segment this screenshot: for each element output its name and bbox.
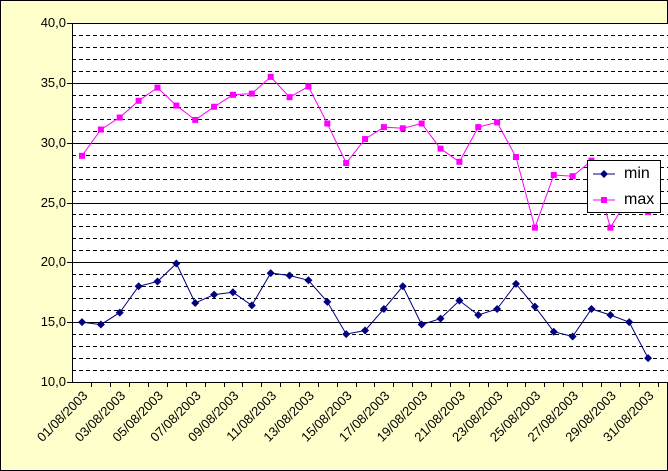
data-point	[343, 160, 350, 167]
data-point	[493, 305, 502, 314]
data-point	[606, 310, 615, 319]
data-point	[115, 308, 124, 317]
data-point	[380, 124, 387, 131]
data-point	[286, 94, 293, 101]
legend-marker	[601, 197, 607, 203]
data-point	[135, 97, 142, 104]
data-point	[513, 154, 520, 161]
data-point	[550, 171, 557, 178]
y-tick-label: 35,0	[41, 75, 66, 90]
data-point	[398, 282, 407, 291]
data-point	[549, 327, 558, 336]
legend: min max	[587, 160, 661, 213]
data-point	[644, 354, 653, 363]
data-point	[342, 330, 351, 339]
data-point	[78, 318, 86, 327]
y-tick-label: 30,0	[41, 135, 66, 150]
legend-label: max	[624, 191, 654, 208]
data-point	[417, 320, 426, 329]
data-point	[211, 103, 218, 110]
data-point	[97, 126, 104, 133]
data-point	[266, 269, 275, 278]
data-point	[285, 271, 294, 280]
y-tick-label: 15,0	[41, 314, 66, 329]
data-point	[191, 299, 200, 308]
data-point	[512, 279, 521, 288]
y-tick-label: 40,0	[41, 15, 66, 30]
data-point	[455, 296, 464, 305]
data-point	[173, 102, 180, 109]
data-point	[247, 301, 256, 310]
data-point	[96, 320, 105, 329]
data-point	[607, 224, 614, 231]
data-point	[79, 152, 85, 159]
data-point	[475, 124, 482, 131]
data-point	[474, 310, 483, 319]
y-tick-label: 10,0	[41, 374, 66, 389]
data-point	[192, 116, 199, 123]
data-point	[210, 290, 219, 299]
data-point	[228, 288, 237, 297]
data-point	[323, 297, 332, 306]
data-point	[304, 276, 313, 285]
series-layer	[78, 73, 653, 363]
data-point	[379, 305, 388, 314]
legend-label: min	[624, 165, 650, 182]
data-point	[116, 114, 123, 121]
data-point	[456, 158, 463, 165]
data-point	[625, 318, 634, 327]
data-point	[362, 136, 369, 143]
data-point	[418, 120, 425, 127]
data-point	[399, 125, 406, 132]
data-point	[267, 73, 274, 80]
y-tick-label: 25,0	[41, 195, 66, 210]
data-point	[134, 282, 143, 291]
data-point	[361, 326, 370, 335]
data-point	[531, 224, 538, 231]
data-point	[305, 83, 312, 90]
data-point	[229, 91, 236, 98]
data-point	[436, 314, 445, 323]
data-point	[154, 84, 161, 91]
data-point	[530, 302, 539, 311]
data-point	[569, 173, 576, 180]
data-point	[494, 119, 501, 126]
data-point	[587, 305, 596, 314]
legend-marker	[600, 170, 608, 178]
data-point	[172, 259, 181, 268]
data-point	[153, 277, 162, 286]
data-point	[437, 145, 444, 152]
legend-box	[587, 160, 661, 213]
data-point	[248, 90, 255, 97]
data-point	[568, 332, 577, 341]
y-tick-label: 20,0	[41, 254, 66, 269]
data-point	[324, 120, 331, 127]
